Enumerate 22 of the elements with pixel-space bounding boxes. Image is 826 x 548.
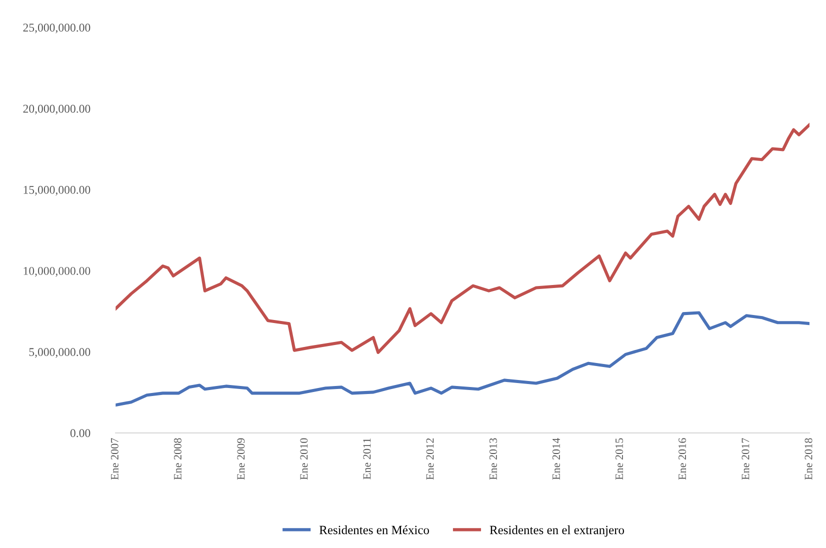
x-tick-label: Ene 2015: [616, 438, 623, 480]
x-tick-label: Ene 2017: [742, 438, 750, 480]
x-tick-label: Ene 2014: [552, 438, 560, 480]
y-tick-label: 0.00: [70, 429, 90, 438]
x-tick-label: Ene 2008: [174, 438, 182, 480]
y-tick-label: 15,000,000.00: [24, 186, 90, 196]
x-tick-label: Ene 2013: [489, 438, 497, 480]
line-series: [116, 123, 810, 354]
x-tick-label: Ene 2012: [426, 438, 434, 480]
y-tick-label: 20,000,000.00: [23, 104, 90, 114]
x-tick-label: Ene 2009: [237, 438, 245, 480]
legend-label: Residentes en México: [319, 525, 430, 534]
y-tick-label: 10,000,000.00: [24, 266, 90, 277]
x-tick-label: Ene 2018: [804, 438, 812, 480]
legend-label: Residentes en el extranjero: [490, 525, 624, 537]
y-tick-label: 5,000,000.00: [29, 348, 90, 358]
x-tick-label: Ene 2007: [110, 438, 118, 480]
line-series: [116, 311, 810, 407]
y-tick-label: 25,000,000.00: [23, 24, 90, 34]
x-tick-label: Ene 2016: [678, 438, 686, 480]
x-tick-label: Ene 2010: [300, 438, 308, 480]
x-tick-label: Ene 2011: [363, 438, 371, 480]
